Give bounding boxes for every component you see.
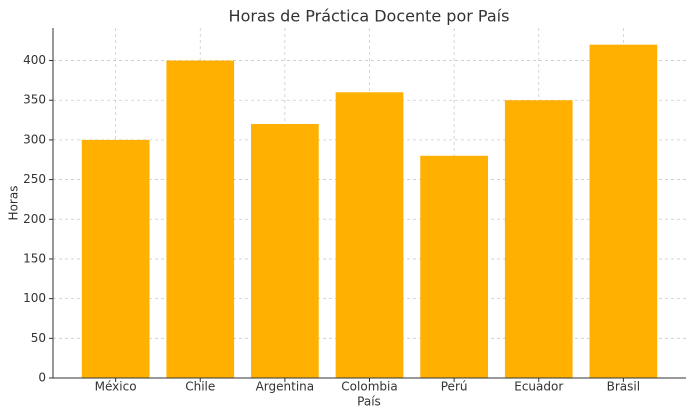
x-tick-label: México	[95, 380, 137, 394]
x-tick-label: Brasil	[607, 380, 640, 394]
x-tick-label: Perú	[441, 380, 468, 394]
y-tick-label: 300	[23, 132, 46, 146]
y-tick-label: 250	[23, 172, 46, 186]
bar	[81, 139, 150, 378]
y-tick-label: 100	[23, 291, 46, 305]
bar	[166, 60, 235, 379]
x-tick-label: Ecuador	[514, 380, 563, 394]
x-tick-label: Chile	[185, 380, 215, 394]
bar	[504, 100, 573, 378]
bar	[420, 155, 488, 378]
x-axis-label: País	[357, 395, 381, 409]
bar	[251, 124, 319, 379]
y-tick-label: 350	[23, 93, 46, 107]
chart-title: Horas de Práctica Docente por País	[229, 7, 510, 26]
y-axis-label: Horas	[7, 186, 21, 221]
bar	[589, 44, 658, 379]
x-tick-label: Argentina	[256, 380, 315, 394]
y-tick-label: 400	[23, 53, 46, 67]
y-tick-label: 200	[23, 212, 46, 226]
y-tick-label: 150	[23, 251, 46, 265]
x-tick-label: Colombia	[341, 380, 397, 394]
bar	[335, 92, 404, 379]
y-tick-label: 50	[31, 331, 46, 345]
y-tick-label: 0	[38, 371, 46, 385]
